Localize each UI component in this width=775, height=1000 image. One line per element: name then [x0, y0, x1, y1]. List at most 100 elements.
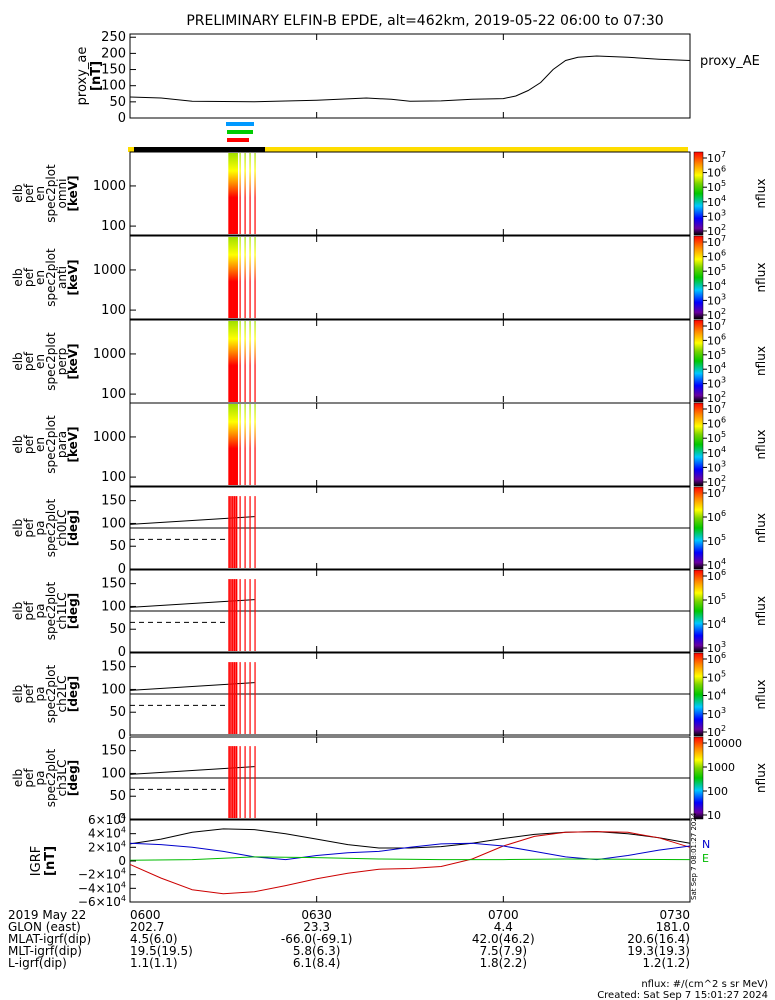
pa-ytick-label: 100 — [101, 682, 126, 697]
spec-ytick-label: 100 — [101, 470, 126, 485]
coverage-bars — [128, 122, 688, 152]
spec-burst — [239, 153, 241, 234]
colorbar-label: nflux — [754, 513, 768, 543]
spec-burst — [232, 237, 235, 318]
spec-ylabel: en — [33, 186, 47, 201]
spec-burst — [228, 237, 231, 318]
ae-ytick-label: 100 — [101, 79, 126, 94]
pa-burst — [239, 496, 241, 568]
colorbar-label: nflux — [754, 430, 768, 460]
colorbar — [693, 319, 704, 403]
ephemeris-value: 4.4 — [494, 920, 513, 934]
spec-ylabel: [keV] — [66, 426, 80, 462]
spec-ylabel: elb — [11, 268, 25, 286]
spec-ylabel: anti — [55, 266, 69, 289]
pa-ytick-label: 100 — [101, 516, 126, 531]
ephemeris-value: 7.5(7.9) — [480, 944, 528, 958]
coverage-bar-red — [227, 138, 249, 142]
ephemeris-row-label: GLON (east) — [8, 920, 81, 934]
pa-burst — [249, 746, 251, 818]
igrf-series-line — [129, 831, 691, 895]
spec-burst — [254, 321, 256, 402]
colorbar-tick-label: 1000 — [707, 761, 735, 774]
ephemeris-value: 42.0(46.2) — [472, 932, 535, 946]
pa-ytick-label: 0 — [118, 562, 126, 577]
spec-ylabel: [keV] — [66, 259, 80, 295]
pa-ytick-label: 0 — [118, 645, 126, 660]
pa-ylabel: spec2plot — [44, 664, 58, 723]
colorbar — [693, 235, 704, 320]
pa-ylabel: elb — [11, 769, 25, 787]
colorbar-tick-label: 103 — [707, 292, 726, 307]
pa-burst — [230, 496, 232, 568]
pa-ylabel: [deg] — [66, 510, 80, 546]
ephemeris-value: 4.5(6.0) — [130, 932, 178, 946]
pa-burst — [228, 579, 230, 651]
ae-ytick-label: 150 — [101, 63, 126, 78]
igrf-ytick-label: −4×104 — [78, 880, 126, 895]
ae-ylabel-2: [nT] — [89, 61, 104, 91]
ephemeris-value: 181.0 — [656, 920, 690, 934]
spec-burst — [244, 153, 246, 234]
ephemeris-value: 0700 — [488, 908, 519, 922]
pa-ytick-label: 50 — [109, 705, 126, 720]
colorbar — [693, 652, 704, 737]
colorbar-tick-label: 100 — [707, 785, 728, 798]
pa-ytick-label: 50 — [109, 622, 126, 637]
spec-ylabel: elb — [11, 184, 25, 202]
igrf-ytick-label: 2×104 — [88, 839, 126, 854]
pa-burst — [232, 662, 234, 734]
pa-burst — [233, 579, 236, 651]
colorbar-label: nflux — [754, 263, 768, 293]
spec-burst — [249, 404, 251, 485]
colorbar-tick-label: 104 — [707, 445, 726, 460]
spec-burst — [249, 237, 251, 318]
colorbar-label: nflux — [754, 763, 768, 793]
spec-burst — [232, 404, 235, 485]
spec-ylabel: en — [33, 270, 47, 285]
spec-burst — [244, 404, 246, 485]
pa-burst — [230, 746, 232, 818]
pa-burst — [228, 746, 230, 818]
ephemeris-value: 1.1(1.1) — [130, 956, 178, 970]
colorbar-tick-label: 104 — [707, 361, 726, 376]
spec-burst — [233, 404, 237, 485]
colorbar-tick-label: 104 — [707, 688, 726, 703]
igrf-ytick-label: 4×104 — [88, 826, 126, 841]
igrf-series-line — [129, 842, 691, 861]
spec-burst — [232, 321, 235, 402]
created-stamp: Created: Sat Sep 7 15:01:27 2024 — [597, 990, 768, 1000]
spec-burst — [232, 153, 235, 234]
pa-loss-cone-line — [129, 599, 255, 608]
ae-ytick-label: 0 — [118, 111, 126, 126]
ae-ytick-label: 50 — [109, 95, 126, 110]
ephemeris-value: 0730 — [659, 908, 690, 922]
pa-ylabel: pef — [22, 684, 36, 704]
pa-ytick-label: 100 — [101, 766, 126, 781]
pa-ytick-label: 150 — [101, 744, 126, 759]
spec-ylabel: en — [33, 437, 47, 452]
spec-burst — [228, 321, 231, 402]
pa-burst — [235, 662, 238, 734]
pa-burst — [244, 662, 246, 734]
ephemeris-value: 1.2(1.2) — [642, 956, 690, 970]
igrf-ylabel-2: [nT] — [43, 846, 58, 876]
ephemeris-value: 0630 — [301, 908, 332, 922]
spec-ytick-label: 100 — [101, 219, 126, 234]
spec-burst — [235, 153, 238, 234]
colorbar — [693, 486, 704, 570]
spec-burst — [228, 153, 231, 234]
spec-ylabel: elb — [11, 435, 25, 453]
spec-frame — [129, 402, 691, 487]
spec-burst — [239, 237, 241, 318]
pa-burst — [254, 662, 256, 734]
ephemeris-row-label: MLAT-igrf(dip) — [8, 932, 91, 946]
igrf-legend-e: E — [702, 852, 709, 865]
pa-ylabel: pef — [22, 601, 36, 621]
spec-burst — [239, 321, 241, 402]
spec-burst — [249, 153, 251, 234]
colorbar-tick-label: 104 — [707, 194, 726, 209]
